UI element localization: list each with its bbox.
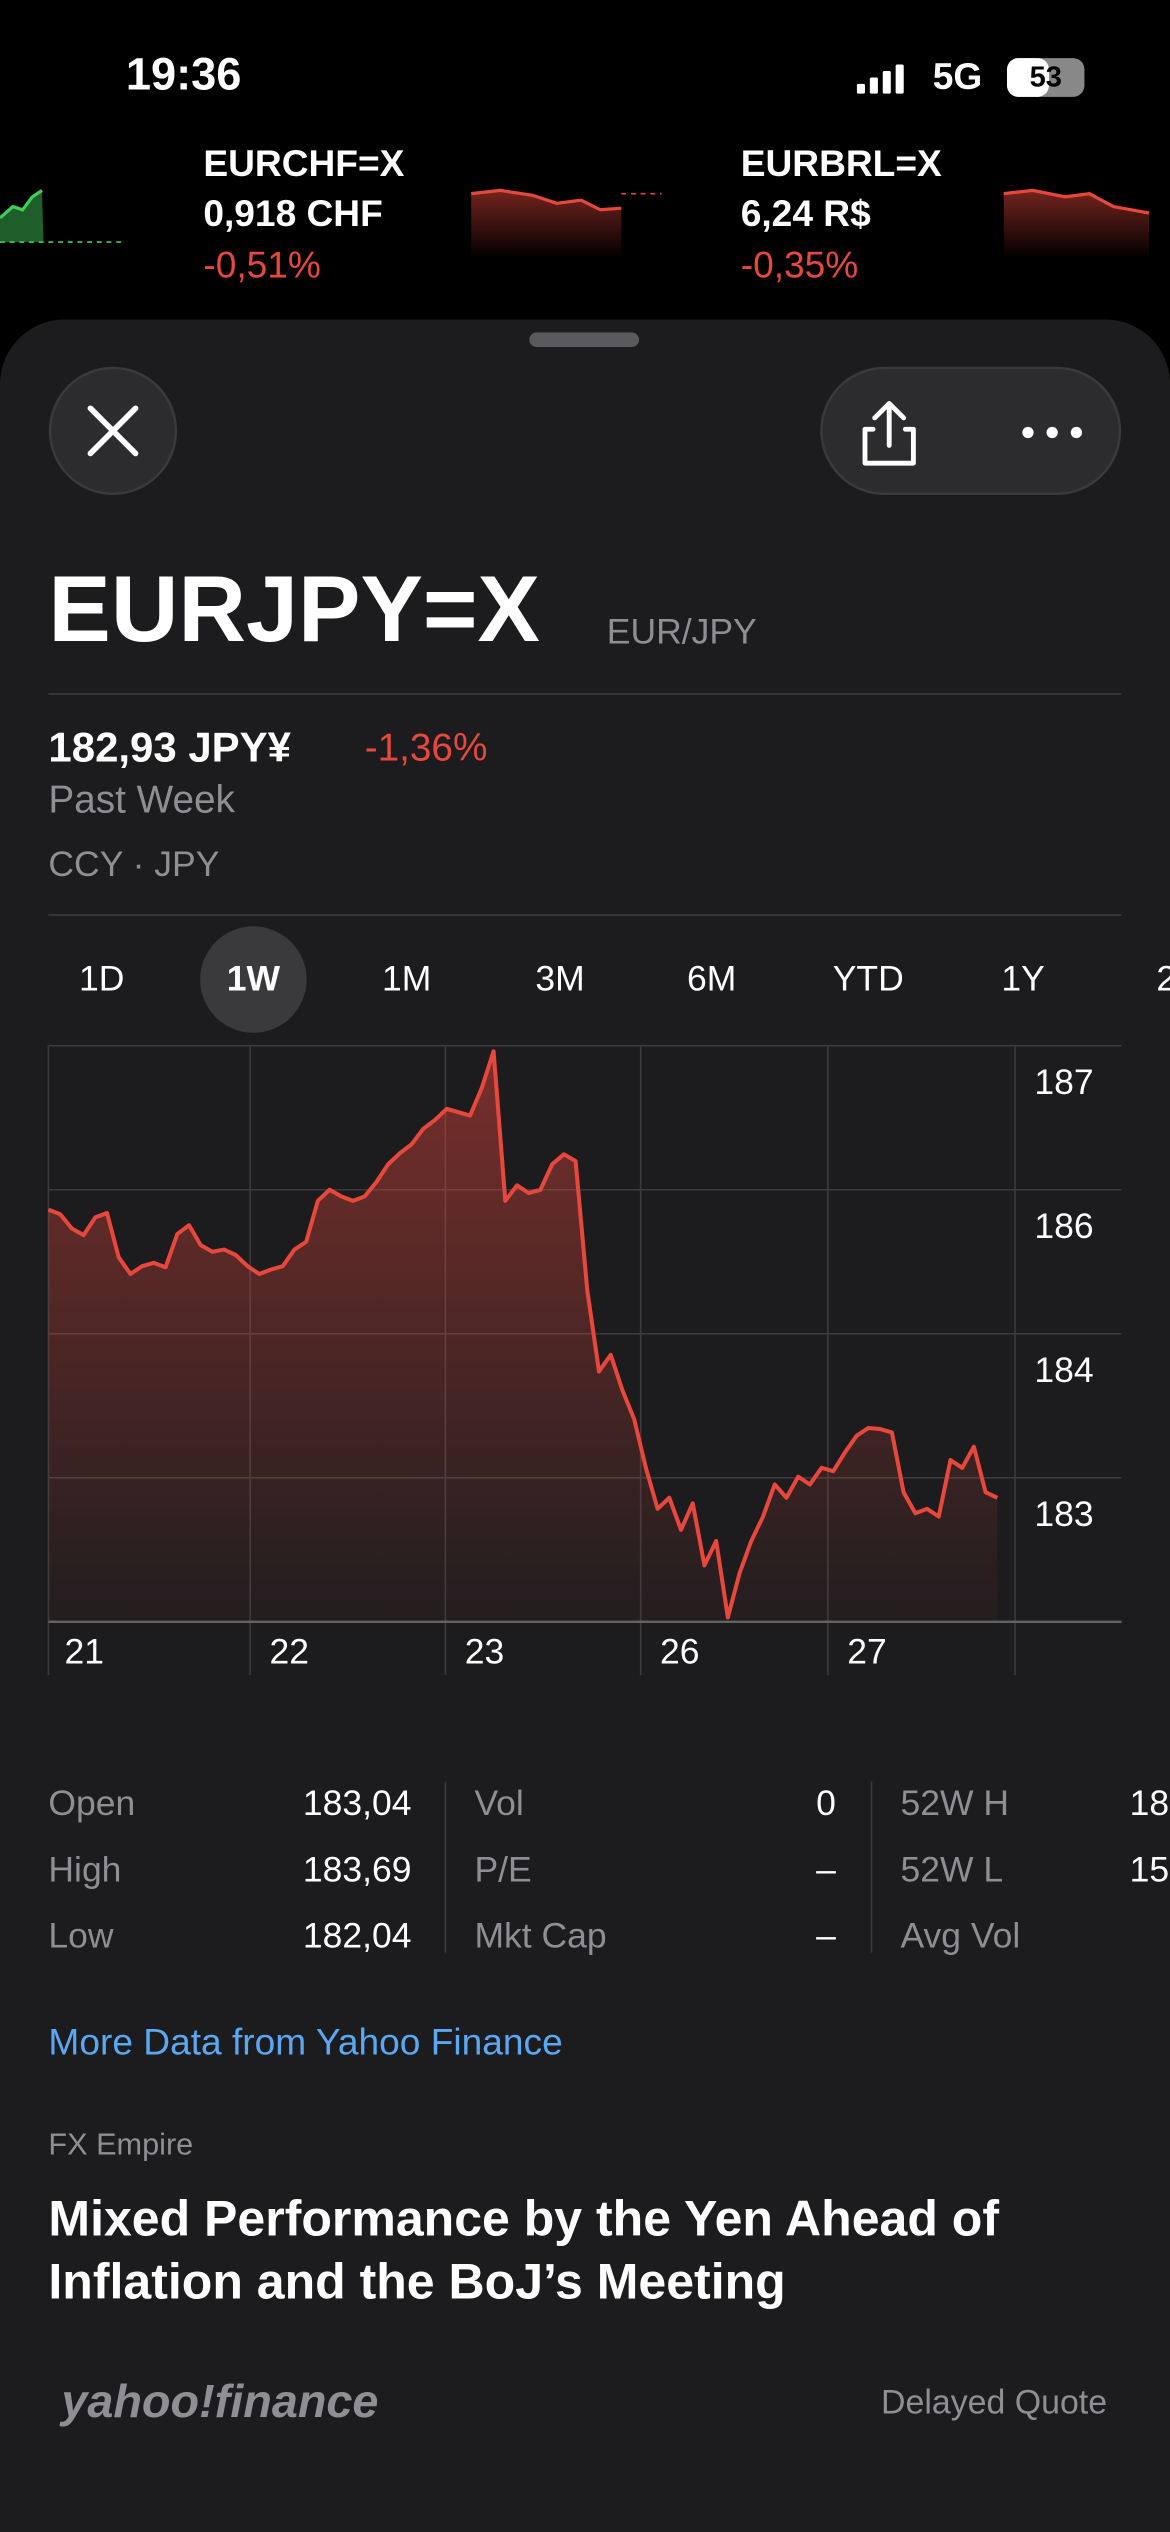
range-option[interactable]: 1W bbox=[227, 959, 281, 999]
close-button[interactable] bbox=[48, 366, 178, 496]
network: 5G bbox=[933, 55, 983, 97]
ticker-symbol: EURBRL=X bbox=[741, 142, 942, 184]
stat-label: Avg Vol bbox=[900, 1916, 1020, 1956]
stat-value: 15 bbox=[1130, 1849, 1170, 1889]
y-tick-label: 186 bbox=[1034, 1206, 1093, 1246]
range-option[interactable]: 2Y bbox=[1156, 959, 1170, 999]
range-option[interactable]: 1D bbox=[79, 959, 124, 999]
battery-level bbox=[1007, 58, 1049, 97]
x-tick-label: 21 bbox=[65, 1631, 105, 1671]
x-tick-label: 27 bbox=[847, 1631, 886, 1671]
stat-label: Vol bbox=[474, 1783, 523, 1823]
signal bbox=[856, 64, 904, 94]
mini-chart bbox=[471, 190, 622, 259]
stat-label: High bbox=[48, 1849, 121, 1889]
range-selector: 1D 1W 1M 3M 6M YTD 1Y 2Y bbox=[79, 926, 1170, 1033]
stats: Open 183,04 High 183,69 Low 182,04 Vol 0 P/E – Mkt… bbox=[48, 1783, 1169, 1955]
pair-name: EUR/JPY bbox=[607, 612, 757, 652]
ticker-symbol: EURCHF=X bbox=[203, 142, 404, 184]
ticker-price: 0,918 CHF bbox=[203, 192, 382, 234]
status-time: 19:36 bbox=[126, 48, 242, 99]
period: Past Week bbox=[48, 778, 235, 821]
y-tick-label: 183 bbox=[1034, 1494, 1093, 1534]
x-tick-label: 23 bbox=[465, 1631, 505, 1671]
range-option[interactable]: 3M bbox=[535, 959, 584, 999]
y-tick-label: 184 bbox=[1034, 1350, 1093, 1390]
stat-value: 0 bbox=[816, 1783, 836, 1823]
stat-value: 182,04 bbox=[303, 1916, 412, 1956]
grabber[interactable] bbox=[529, 332, 640, 347]
stat-label: 52W L bbox=[900, 1849, 1003, 1889]
stat-value: – bbox=[816, 1849, 836, 1889]
ticker-change: -0,51% bbox=[203, 244, 321, 286]
ticker-change: -0,35% bbox=[741, 244, 859, 286]
stat-label: P/E bbox=[474, 1849, 531, 1889]
delayed-note: Delayed Quote bbox=[881, 2383, 1107, 2421]
currency-meta: CCY · JPY bbox=[48, 844, 219, 884]
stat-value: 183,69 bbox=[303, 1849, 412, 1889]
chart: 187 186 184 183 21 22 23 26 27 bbox=[47, 1044, 1122, 1671]
ticker-price: 6,24 R$ bbox=[741, 192, 871, 234]
stat-value: 183,04 bbox=[303, 1783, 412, 1823]
range-option[interactable]: 1Y bbox=[1001, 959, 1044, 999]
battery-percent: 53 bbox=[1030, 62, 1062, 94]
stat-label: Low bbox=[48, 1916, 113, 1956]
x-tick-label: 22 bbox=[270, 1631, 310, 1671]
y-tick-label: 187 bbox=[1034, 1062, 1093, 1102]
range-option[interactable]: 1M bbox=[382, 959, 431, 999]
news-headline[interactable]: Mixed Performance by the Yen Ahead of bbox=[48, 2190, 999, 2246]
stat-label: Open bbox=[48, 1783, 135, 1823]
range-option[interactable]: YTD bbox=[833, 959, 904, 999]
news-headline[interactable]: Inflation and the BoJ’s Meeting bbox=[48, 2253, 785, 2309]
news-source: FX Empire bbox=[48, 2127, 193, 2161]
mini-line bbox=[471, 188, 622, 212]
mini-line bbox=[1003, 188, 1150, 215]
area bbox=[48, 1051, 998, 1622]
x-tick-label: 26 bbox=[660, 1631, 700, 1671]
price-line bbox=[47, 1049, 999, 1620]
mini-chart bbox=[0, 190, 44, 243]
price-change: -1,36% bbox=[365, 727, 488, 770]
action-buttons[interactable] bbox=[820, 366, 1122, 496]
stat-value: – bbox=[816, 1916, 836, 1956]
mini-line bbox=[0, 189, 43, 220]
price: 182,93 JPY¥ bbox=[48, 723, 291, 770]
stat-label: 52W H bbox=[900, 1783, 1009, 1823]
stat-value: 18 bbox=[1130, 1783, 1170, 1823]
brand-logo: yahoo!finance bbox=[59, 2375, 378, 2427]
stat-label: Mkt Cap bbox=[474, 1916, 606, 1956]
more-data-link[interactable]: More Data from Yahoo Finance bbox=[48, 2020, 562, 2062]
symbol: EURJPY=X bbox=[48, 556, 540, 661]
range-selected bbox=[200, 926, 307, 1033]
range-option[interactable]: 6M bbox=[687, 959, 736, 999]
